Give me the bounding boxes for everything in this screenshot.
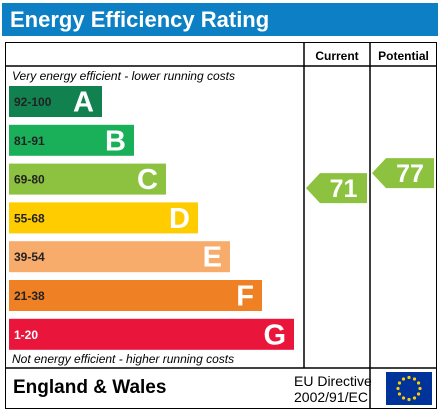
eu-star: [401, 396, 406, 400]
band-range-label: 21-38: [14, 289, 45, 303]
band-bar-f: [9, 280, 262, 311]
eu-star: [418, 386, 422, 391]
eu-star: [416, 392, 421, 396]
band-range-label: 39-54: [14, 250, 45, 264]
band-e: 39-54 E: [9, 241, 230, 274]
band-d: 55-68 D: [9, 202, 198, 235]
chart-frame: [5, 42, 437, 409]
potential-rating-value: 77: [396, 160, 424, 188]
eu-star: [396, 386, 400, 391]
current-column-header: Current: [315, 49, 359, 63]
bottom-note: Not energy efficient - higher running co…: [12, 352, 235, 366]
eu-star: [407, 375, 411, 380]
band-range-label: 1-20: [14, 328, 38, 342]
eu-directive: EU Directive 2002/91/EC: [294, 373, 372, 405]
directive-line1: EU Directive: [294, 373, 372, 389]
band-range-label: 92-100: [14, 95, 52, 109]
band-bar-a: [9, 86, 102, 117]
band-letter: C: [137, 164, 158, 196]
potential-rating-indicator: 77: [372, 158, 434, 189]
chart-title: Energy Efficiency Rating: [2, 3, 438, 36]
band-c: 69-80 C: [9, 163, 166, 196]
band-letter: G: [263, 319, 286, 351]
band-range-label: 55-68: [14, 211, 45, 225]
current-rating-value: 71: [330, 175, 358, 203]
top-note: Very energy efficient - lower running co…: [12, 69, 235, 83]
band-letter: A: [73, 87, 94, 119]
band-bar-d: [9, 202, 198, 234]
eu-star: [401, 377, 406, 381]
directive-line2: 2002/91/EC: [294, 389, 368, 405]
current-arrow: [306, 173, 367, 204]
eu-star: [407, 397, 411, 402]
band-letter: E: [203, 242, 222, 274]
band-b: 81-91 B: [9, 124, 134, 157]
band-g: 1-20 G: [9, 318, 294, 351]
eu-star: [397, 392, 402, 396]
band-range-label: 81-91: [14, 134, 45, 148]
current-rating-indicator: 71: [306, 173, 367, 204]
band-bar-g: [9, 318, 294, 350]
band-a: 92-100 A: [9, 86, 102, 119]
band-f: 21-38 F: [9, 280, 262, 313]
eu-star: [397, 381, 402, 385]
eu-flag: [386, 372, 432, 405]
band-bar-b: [9, 124, 134, 156]
band-bar-e: [9, 241, 230, 273]
eu-star: [416, 381, 421, 385]
band-bar-c: [9, 163, 166, 195]
region-label: England & Wales: [13, 377, 167, 398]
band-range-label: 69-80: [14, 173, 45, 187]
eu-star: [412, 396, 417, 400]
band-letter: B: [105, 125, 126, 157]
band-letter: D: [169, 203, 190, 235]
potential-arrow: [372, 158, 434, 189]
potential-column-header: Potential: [378, 49, 429, 63]
eu-star: [412, 377, 417, 381]
band-letter: F: [236, 281, 254, 313]
